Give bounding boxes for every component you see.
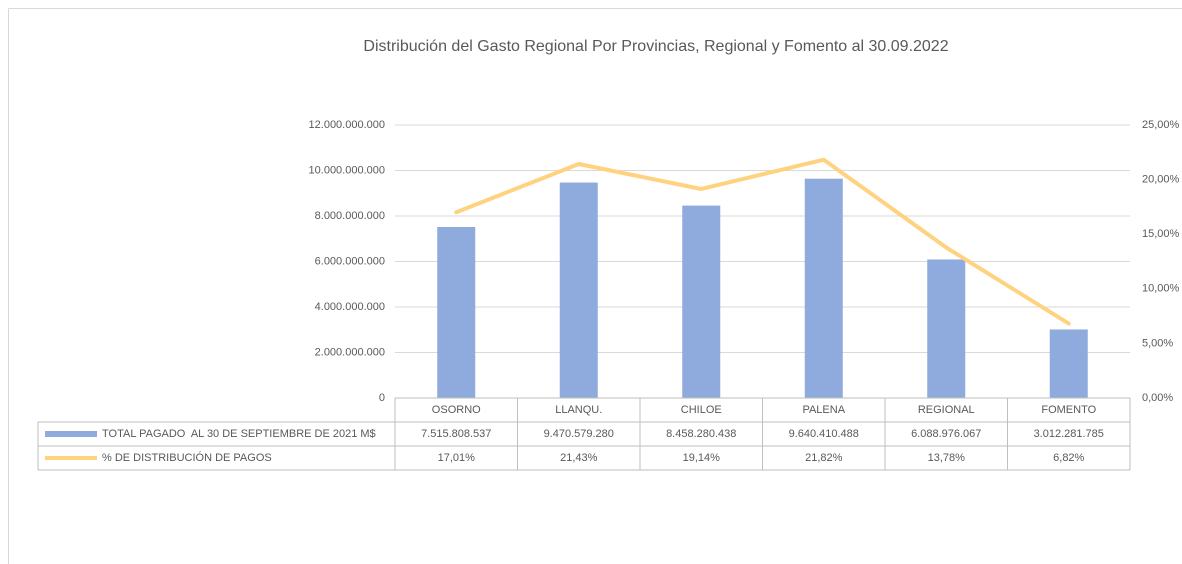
y-tick-label: 4.000.000.000	[315, 301, 385, 313]
y-tick-label: 2.000.000.000	[315, 346, 385, 358]
table-value: 6.088.976.067	[911, 428, 981, 440]
chart-title: Distribución del Gasto Regional Por Prov…	[363, 38, 948, 55]
y2-tick-label: 10,00%	[1142, 283, 1180, 295]
table-value: 7.515.808.537	[421, 428, 491, 440]
y2-tick-label: 15,00%	[1142, 228, 1180, 240]
line-series	[454, 157, 1071, 326]
x-tick-label: FOMENTO	[1041, 404, 1096, 416]
x-tick-label: PALENA	[802, 404, 845, 416]
bar	[1049, 329, 1088, 398]
table-value: 19,14%	[683, 452, 721, 464]
y2-tick-label: 20,00%	[1142, 174, 1180, 186]
table-value: 9.470.579.280	[544, 428, 614, 440]
bar	[927, 259, 966, 398]
x-tick-label: OSORNO	[432, 404, 481, 416]
table-value: 13,78%	[928, 452, 966, 464]
bar	[804, 178, 843, 398]
bar	[437, 227, 476, 398]
table-value: 17,01%	[438, 452, 476, 464]
y-tick-label: 10.000.000.000	[309, 164, 385, 176]
legend-label: TOTAL PAGADO AL 30 DE SEPTIEMBRE DE 2021…	[102, 428, 376, 440]
legend-label: % DE DISTRIBUCIÓN DE PAGOS	[102, 451, 272, 464]
y-tick-label: 6.000.000.000	[315, 255, 385, 267]
y2-tick-label: 25,00%	[1142, 119, 1180, 131]
table-value: 21,82%	[805, 452, 843, 464]
legend-key	[45, 431, 97, 437]
table-value: 3.012.281.785	[1034, 428, 1104, 440]
table-value: 6,82%	[1053, 452, 1084, 464]
y2-tick-label: 0,00%	[1142, 392, 1173, 404]
table-value: 9.640.410.488	[789, 428, 859, 440]
x-tick-label: CHILOE	[681, 404, 722, 416]
bar	[559, 182, 598, 398]
y-tick-label: 12.000.000.000	[309, 119, 385, 131]
y-tick-label: 0	[379, 392, 385, 404]
x-tick-label: REGIONAL	[918, 404, 975, 416]
table-value: 8.458.280.438	[666, 428, 736, 440]
bar	[682, 205, 721, 398]
table-value: 21,43%	[560, 452, 598, 464]
x-tick-label: LLANQU.	[555, 404, 602, 416]
y-tick-label: 8.000.000.000	[315, 210, 385, 222]
y2-tick-label: 5,00%	[1142, 337, 1173, 349]
